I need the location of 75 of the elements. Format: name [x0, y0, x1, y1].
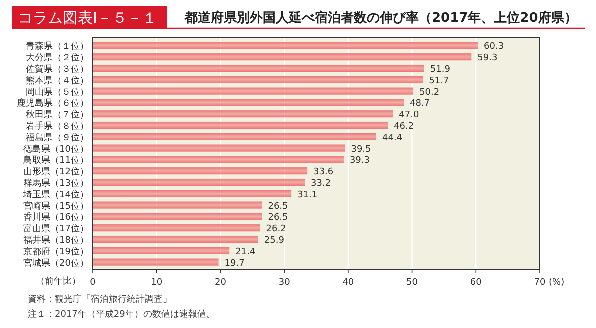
- data-label: 39.3: [350, 156, 370, 166]
- y-tick-label: 熊本県（４位）: [26, 75, 89, 86]
- bar: [93, 133, 377, 140]
- bar: [93, 202, 262, 209]
- data-label: 26.5: [268, 202, 288, 212]
- y-tick-label: 青森県（１位）: [26, 41, 89, 52]
- chart-title: コラム図表Ⅰ－５－１: [18, 9, 158, 27]
- title: コラム図表Ⅰ－５－１: [12, 6, 167, 28]
- text: 注１：2017年（平成29年）の数値は速報値。: [28, 309, 216, 320]
- y-tick-label: 徳島県（10位）: [24, 144, 89, 155]
- bar: [93, 99, 404, 106]
- bar: [93, 110, 394, 118]
- y-tick-label: 鹿児島県（６位）: [17, 98, 89, 110]
- x-tick-label: 20: [214, 278, 227, 288]
- y-tick-label: 京都府（19位）: [24, 246, 89, 258]
- data-label: 60.3: [484, 42, 504, 52]
- bar: [93, 156, 344, 164]
- bar: [93, 178, 306, 186]
- y-tick-label: 群馬県（13位）: [24, 178, 89, 189]
- bar: [93, 247, 230, 254]
- bar: [93, 236, 258, 244]
- text: 資料：観光庁「宿泊旅行統計調査」: [28, 294, 172, 305]
- x-tick-label: 10: [151, 278, 163, 288]
- y-tick-label: 宮城県（20位）: [24, 258, 89, 269]
- y-tick-label: 福井県（18位）: [24, 235, 89, 246]
- data-label: 47.0: [399, 110, 420, 121]
- bar: [93, 258, 219, 266]
- data-label: 19.7: [224, 258, 245, 269]
- x-axis-title: (%): [549, 278, 565, 288]
- data-label: 26.5: [268, 213, 288, 224]
- x-tick-label: 0: [90, 278, 96, 288]
- data-label: 51.7: [429, 76, 450, 86]
- x-tick-label: 40: [342, 278, 354, 288]
- y-tick-label: 山形県（12位）: [24, 166, 89, 178]
- data-label: 51.9: [430, 65, 451, 75]
- data-label: 31.1: [298, 190, 318, 200]
- data-label: 33.2: [311, 179, 332, 189]
- data-label: 48.7: [410, 99, 430, 110]
- y-tick-label: 埼玉県（14位）: [22, 189, 89, 200]
- data-label: 33.6: [314, 168, 334, 178]
- y-tick-label: 富山県（17位）: [24, 224, 89, 235]
- data-label: 39.5: [351, 144, 372, 155]
- data-label: 26.2: [266, 224, 286, 235]
- bar: [93, 144, 346, 152]
- bar: [93, 42, 478, 50]
- x-tick-label: 60: [470, 278, 482, 288]
- bar: [93, 76, 424, 84]
- bar: [93, 224, 260, 232]
- y-tick-label: 鳥取県（11位）: [22, 155, 89, 166]
- chart-subtitle: 都道府県別外国人延べ宿泊者数の伸び率（2017年、上位20府県）: [184, 10, 578, 26]
- data-label: 46.2: [394, 122, 414, 132]
- y-axis-title: （前年比）: [36, 276, 81, 287]
- x-tick-label: 30: [278, 278, 291, 288]
- y-tick-label: 大分県（２位）: [26, 52, 89, 64]
- bar: [93, 54, 472, 61]
- bar: [93, 190, 292, 198]
- y-tick-label: 香川県（16位）: [24, 212, 89, 224]
- y-tick-label: 秋田県（７位）: [26, 110, 89, 121]
- data-label: 50.2: [420, 88, 440, 98]
- x-tick-label: 70: [534, 278, 546, 288]
- data-label: 44.4: [382, 133, 403, 144]
- bar: [93, 88, 414, 95]
- bar: [93, 213, 262, 220]
- y-tick-label: 宮崎県（15位）: [24, 200, 89, 212]
- y-tick-label: 佐賀県（３位）: [26, 64, 89, 75]
- y-tick-label: 岡山県（５位）: [26, 86, 89, 98]
- bar: [93, 122, 388, 130]
- data-label: 59.3: [478, 54, 498, 64]
- y-tick-label: 岩手県（８位）: [26, 121, 89, 132]
- bar: [93, 168, 308, 175]
- data-label: 25.9: [264, 236, 285, 246]
- y-tick-label: 福島県（９位）: [26, 132, 89, 144]
- x-tick-label: 50: [406, 278, 418, 288]
- bar: [93, 64, 424, 72]
- data-label: 21.4: [236, 247, 256, 258]
